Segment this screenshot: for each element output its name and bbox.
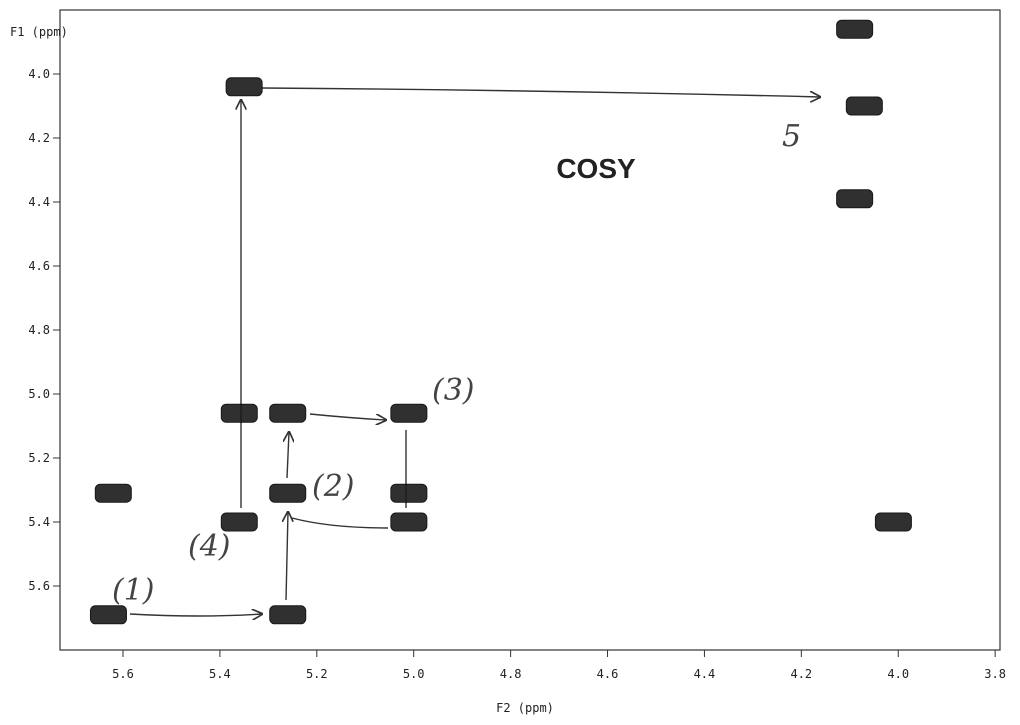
cross-peak [225, 77, 263, 97]
cross-peak [269, 605, 307, 625]
arrow [287, 432, 289, 479]
cross-peak [220, 512, 258, 532]
cross-peak [390, 403, 428, 423]
y-tick-label: 4.8 [28, 323, 50, 337]
annotation: 5 [782, 119, 801, 154]
y-tick-label: 4.6 [28, 259, 50, 273]
cross-peak [269, 483, 307, 503]
cross-peak [874, 512, 912, 532]
arrow [309, 413, 386, 420]
annotation: (3) [432, 373, 475, 408]
cross-peak [269, 403, 307, 423]
x-tick-label: 5.0 [403, 667, 425, 681]
cross-peak [94, 483, 132, 503]
annotation: (1) [112, 573, 155, 608]
arrow [261, 87, 820, 97]
arrow [286, 512, 288, 601]
x-tick-label: 4.8 [500, 667, 522, 681]
cross-peak [390, 512, 428, 532]
arrow [129, 614, 262, 616]
x-tick-label: 5.4 [209, 667, 231, 681]
y-tick-label: 4.4 [28, 195, 50, 209]
x-tick-label: 4.6 [597, 667, 619, 681]
chart-title: COSY [556, 153, 636, 184]
cross-peak [836, 189, 874, 209]
x-tick-label: 4.2 [790, 667, 812, 681]
y-tick-label: 5.0 [28, 387, 50, 401]
cross-peak [836, 19, 874, 39]
y-tick-label: 4.2 [28, 131, 50, 145]
x-tick-label: 3.8 [984, 667, 1006, 681]
y-tick-label: 5.2 [28, 451, 50, 465]
arrow [291, 517, 389, 529]
hand-arrows [129, 87, 820, 616]
x-tick-label: 5.2 [306, 667, 328, 681]
annotation: (4) [188, 529, 231, 564]
cross-peak [845, 96, 883, 116]
x-tick-label: 5.6 [112, 667, 134, 681]
x-axis-label: F2 (ppm) [496, 701, 554, 715]
y-axis-label: F1 (ppm) [10, 25, 68, 39]
annotation: (2) [312, 469, 355, 504]
y-tick-label: 4.0 [28, 67, 50, 81]
cross-peak [220, 403, 258, 423]
x-tick-label: 4.0 [887, 667, 909, 681]
y-tick-label: 5.4 [28, 515, 50, 529]
cross-peak [390, 483, 428, 503]
y-tick-label: 5.6 [28, 579, 50, 593]
x-tick-label: 4.4 [694, 667, 716, 681]
cross-peak [89, 605, 127, 625]
